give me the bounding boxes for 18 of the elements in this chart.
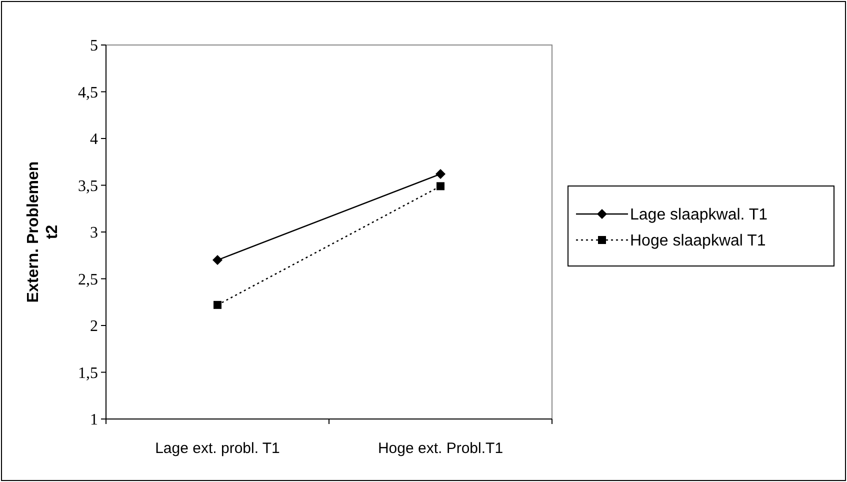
y-tick-label: 4,5 <box>78 84 98 102</box>
point <box>436 182 444 190</box>
y-tick-label: 2 <box>90 318 98 336</box>
legend-label: Lage slaapkwal. T1 <box>630 206 768 224</box>
y-axis-title: Extern. Problemen t2 <box>25 161 61 303</box>
x-tick-label: Hoge ext. Probl.T1 <box>378 440 504 457</box>
point <box>436 169 446 180</box>
y-tick-label: 2,5 <box>78 271 98 288</box>
point <box>214 300 222 309</box>
y-tick-label: 1 <box>90 412 98 429</box>
point <box>212 255 222 266</box>
y-tick-label: 3,5 <box>78 178 98 195</box>
y-tick-label: 1,5 <box>78 364 98 382</box>
legend-label: Hoge slaapkwal T1 <box>630 232 766 250</box>
y-tick-label: 4 <box>90 131 98 148</box>
y-tick-label: 3 <box>90 224 98 242</box>
x-tick-label: Lage ext. probl. T1 <box>155 440 280 457</box>
y-tick-label: 5 <box>90 38 98 55</box>
